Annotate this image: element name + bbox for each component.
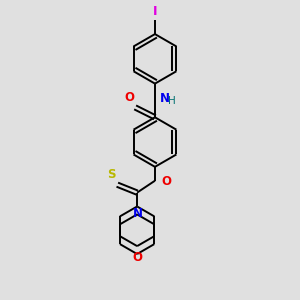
Text: N: N (160, 92, 170, 105)
Text: I: I (153, 5, 157, 18)
Text: O: O (161, 175, 171, 188)
Text: O: O (132, 251, 142, 264)
Text: N: N (133, 208, 143, 220)
Text: O: O (124, 92, 134, 104)
Text: H: H (168, 97, 176, 106)
Text: S: S (107, 168, 116, 181)
